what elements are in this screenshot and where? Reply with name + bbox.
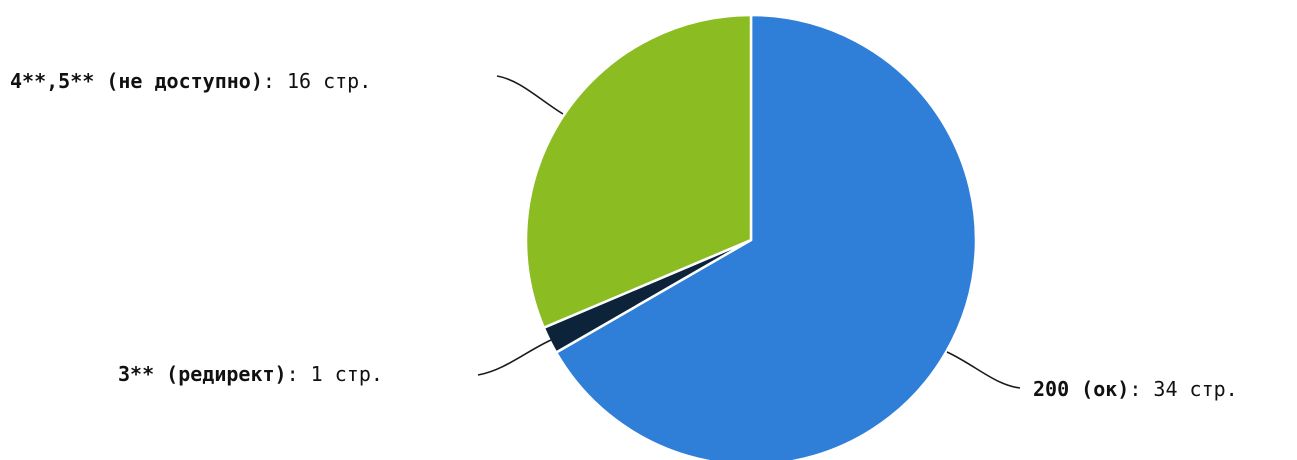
- pie-slice-label: 4**,5** (не доступно): 16 стр.: [10, 69, 371, 93]
- pie-slice-value: : 34 стр.: [1129, 377, 1237, 401]
- pie-labels: 200 (ок): 34 стр. 3** (редирект): 1 стр. 4…: [10, 69, 1238, 401]
- pie-slice-name: 3** (редирект): [118, 362, 287, 386]
- pie-label-connector: [946, 351, 1021, 389]
- pie-slice: [524, 13, 753, 329]
- pie-label-connector: [477, 339, 552, 376]
- pie-slice-label: 200 (ок): 34 стр.: [1033, 377, 1238, 401]
- pie-slice: [554, 13, 978, 460]
- pie-slice-name: 4**,5** (не доступно): [10, 69, 263, 93]
- pie-slice-name: 200 (ок): [1033, 377, 1129, 401]
- pie-slice-value: : 16 стр.: [263, 69, 371, 93]
- pie-slice-label: 3** (редирект): 1 стр.: [118, 362, 383, 386]
- pie-slice-value: : 1 стр.: [287, 362, 383, 386]
- pie-slices: [524, 13, 978, 460]
- pie-label-connector: [496, 75, 564, 115]
- pie-label-connectors: [477, 75, 1021, 389]
